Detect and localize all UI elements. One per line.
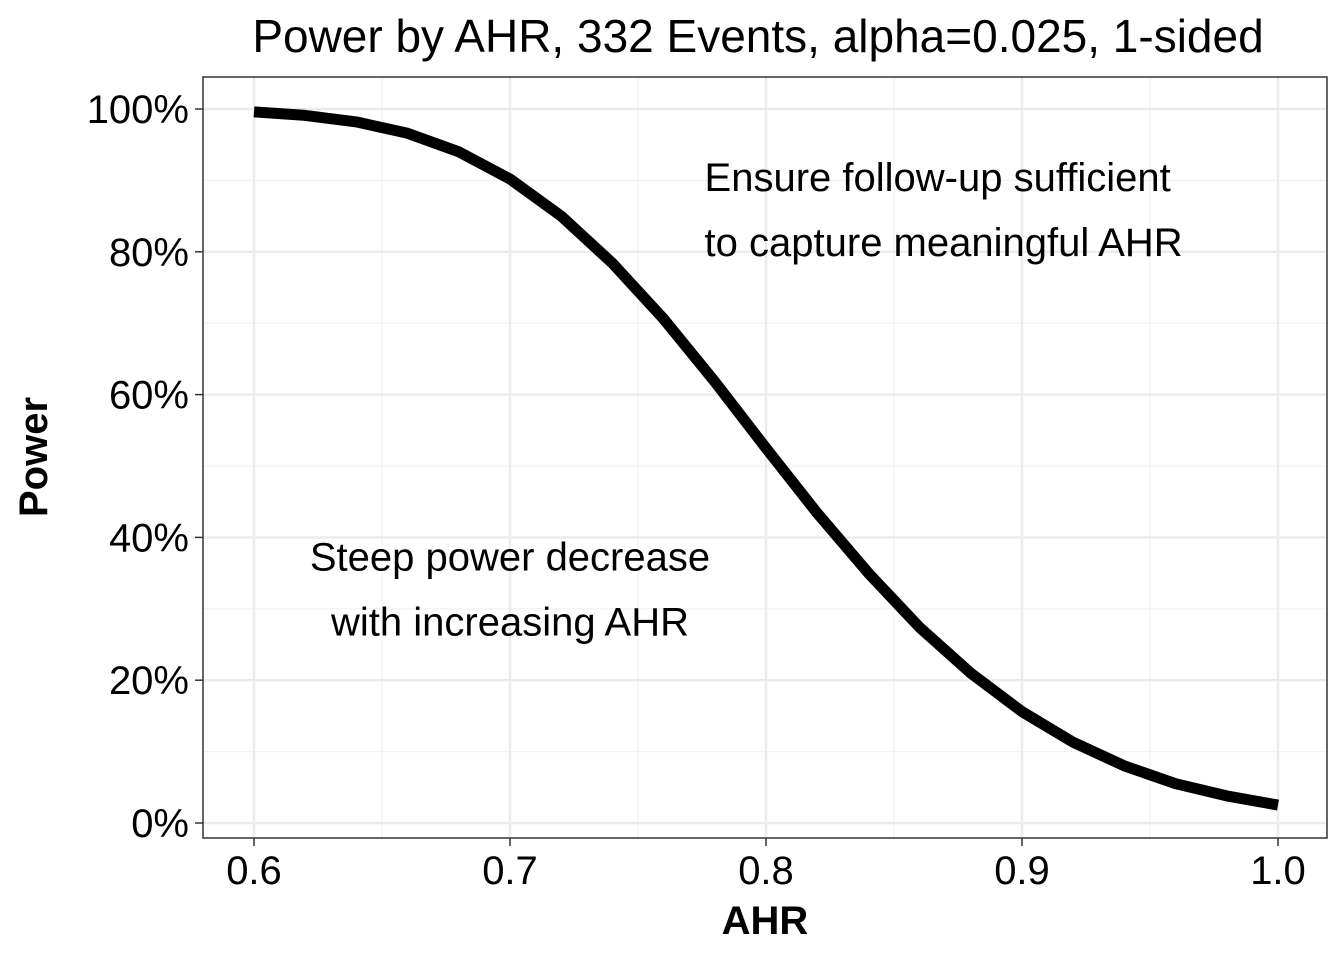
x-tick-label: 0.9 — [994, 849, 1050, 893]
y-tick-label: 40% — [109, 516, 189, 560]
y-axis: 0% 20% 40% 60% 80% 100% — [87, 88, 203, 846]
annotation-1-line-0: Steep power decrease — [310, 535, 710, 579]
y-tick-label: 0% — [131, 802, 189, 846]
x-axis-title: AHR — [722, 899, 809, 943]
plot-panel-border — [202, 76, 1328, 839]
annotation-0-line-1: to capture meaningful AHR — [705, 221, 1183, 265]
y-tick-label: 80% — [109, 231, 189, 275]
x-tick-label: 0.8 — [738, 849, 794, 893]
y-tick-label: 60% — [109, 374, 189, 418]
x-tick-label: 0.6 — [226, 849, 282, 893]
x-tick-label: 1.0 — [1250, 849, 1306, 893]
series-layer — [253, 106, 1279, 811]
chart-title: Power by AHR, 332 Events, alpha=0.025, 1… — [252, 10, 1263, 62]
x-axis: 0.6 0.7 0.8 0.9 1.0 — [226, 838, 1306, 893]
annotation-1-line-1: with increasing AHR — [330, 600, 689, 644]
annotation-0-line-0: Ensure follow-up sufficient — [705, 156, 1171, 200]
x-tick-label: 0.7 — [482, 849, 538, 893]
annotations: Ensure follow-up sufficient to capture me… — [310, 156, 1183, 644]
series-line-0 — [253, 106, 1279, 811]
major-gridlines — [203, 77, 1327, 838]
y-axis-title: Power — [12, 397, 56, 517]
y-tick-label: 100% — [87, 88, 189, 132]
y-tick-label: 20% — [109, 659, 189, 703]
